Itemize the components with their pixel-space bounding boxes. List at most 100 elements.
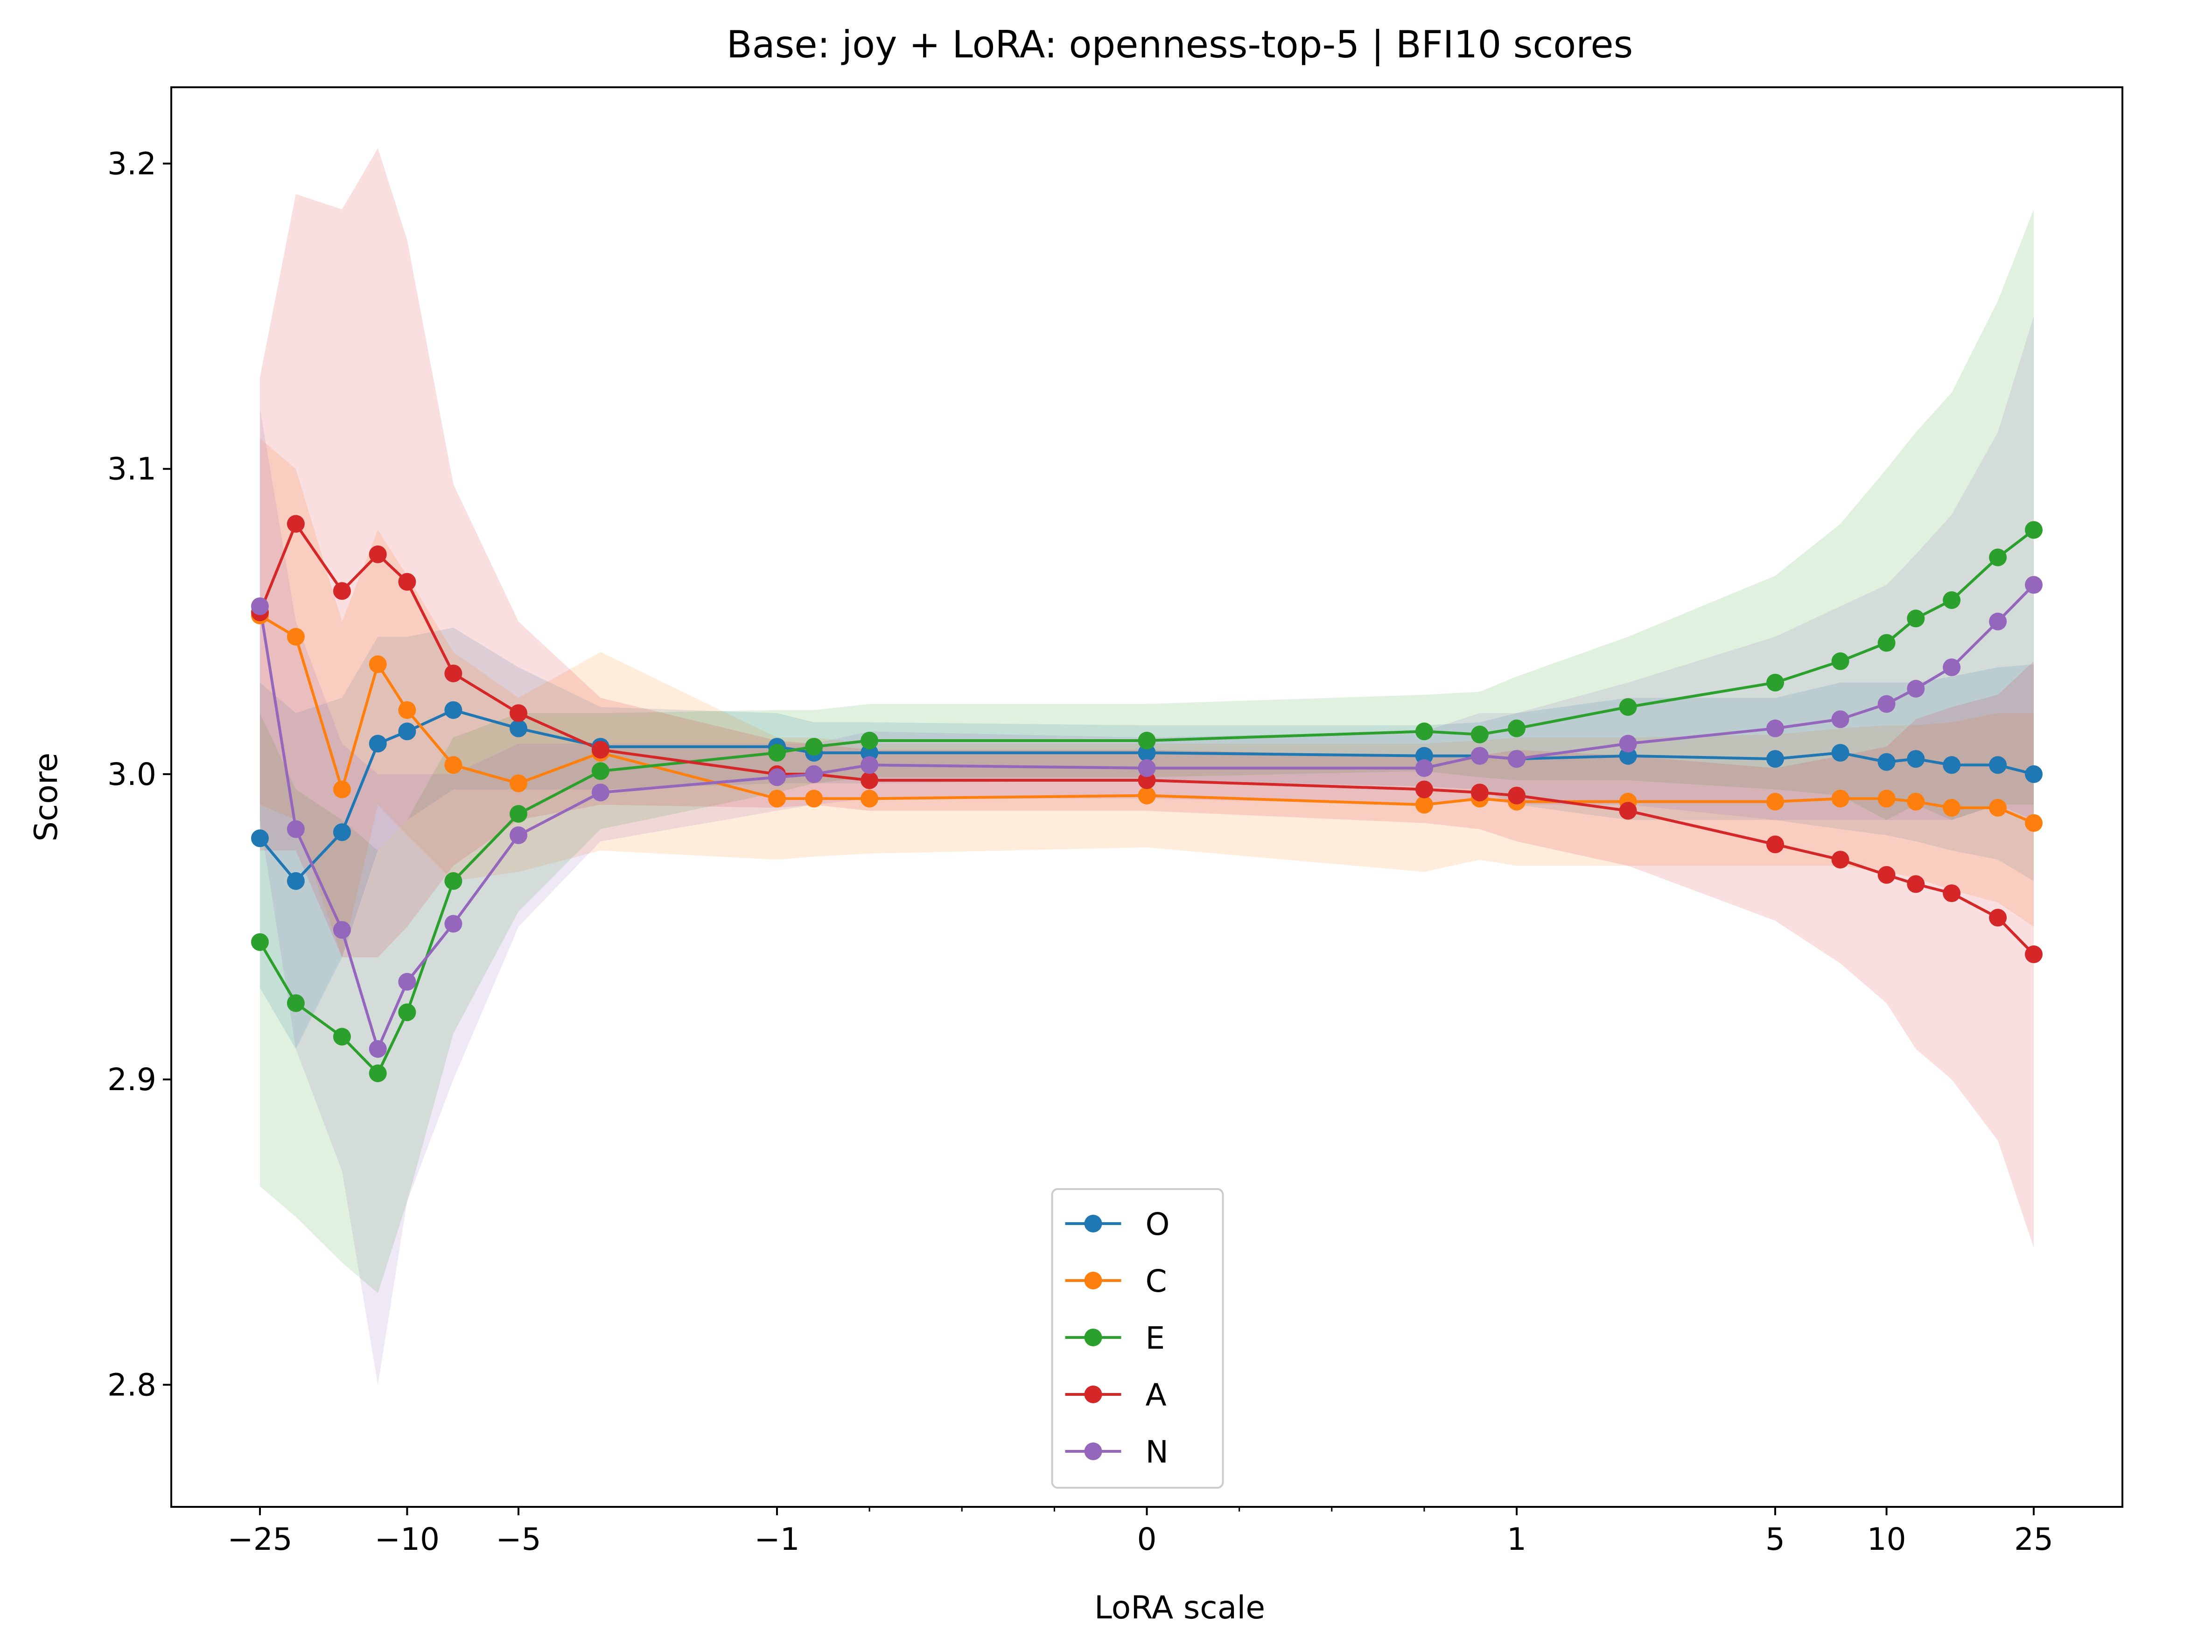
y-tick-label: 3.1 [107,451,156,487]
point-e [805,738,823,756]
point-n [591,784,609,802]
y-tick-label: 3.0 [107,756,156,792]
point-a [2025,945,2043,963]
point-n [1989,612,2007,630]
point-n [1943,658,1961,676]
x-tick-label: 5 [1765,1521,1785,1557]
point-c [398,701,416,719]
x-tick-label: 0 [1137,1521,1157,1557]
point-a [861,771,879,789]
point-n [1766,719,1784,737]
point-n [251,597,269,616]
point-n [1907,679,1925,698]
point-e [1138,732,1156,749]
legend-marker-a [1084,1386,1102,1403]
point-e [510,805,527,823]
point-c [1766,792,1784,811]
point-e [1877,634,1896,652]
point-o [510,719,527,737]
point-n [1470,747,1489,765]
point-o [369,735,387,753]
point-n [1619,735,1637,753]
point-c [768,790,786,808]
point-e [444,872,462,890]
point-a [1508,786,1526,805]
point-e [1619,698,1637,716]
point-c [1907,792,1925,811]
point-n [805,765,823,783]
chart-title: Base: joy + LoRA: openness-top-5 | BFI10… [727,23,1633,67]
point-e [591,762,609,780]
point-e [2025,521,2043,539]
point-e [1470,725,1489,743]
legend-label-a: A [1146,1377,1167,1413]
y-tick-label: 2.9 [107,1062,156,1098]
point-e [1508,719,1526,737]
y-tick-label: 2.8 [107,1367,156,1403]
point-c [1877,790,1896,808]
x-tick-label: −25 [227,1521,292,1557]
point-a [1766,835,1784,854]
point-c [1415,796,1433,814]
point-n [1138,759,1156,777]
point-c [1831,790,1849,808]
point-n [444,915,462,933]
point-o [444,701,462,719]
point-c [333,780,351,798]
point-a [510,704,527,722]
point-n [1877,695,1896,713]
legend-label-c: C [1146,1263,1167,1299]
point-o [251,829,269,847]
y-axis-label: Score [28,753,65,841]
point-o [398,722,416,741]
point-c [1943,798,1961,817]
x-tick-label: −1 [754,1521,799,1557]
point-a [369,545,387,563]
point-a [398,573,416,591]
point-a [333,582,351,600]
point-a [1989,909,2007,927]
point-o [1877,753,1896,771]
legend-label-n: N [1146,1434,1169,1470]
point-e [1943,591,1961,609]
band-o [260,627,2034,1049]
point-e [1415,722,1433,741]
point-a [591,741,609,759]
point-o [1907,750,1925,768]
legend-marker-e [1084,1329,1102,1346]
point-a [1943,884,1961,903]
point-e [398,1003,416,1022]
point-c [510,774,527,792]
point-o [1138,744,1156,762]
point-a [1619,802,1637,820]
point-e [369,1064,387,1082]
point-n [861,756,879,774]
point-a [287,515,305,533]
point-e [1831,652,1849,670]
point-a [1415,780,1433,798]
point-n [2025,576,2043,594]
point-c [369,655,387,673]
legend-label-e: E [1146,1320,1165,1356]
point-a [444,665,462,683]
point-n [287,820,305,838]
point-o [333,823,351,841]
point-n [1831,710,1849,728]
legend-marker-c [1084,1272,1102,1289]
x-tick-label: 10 [1867,1521,1906,1557]
point-e [1766,673,1784,692]
legend-marker-n [1084,1442,1102,1460]
point-n [333,921,351,939]
series-points [251,515,2043,1082]
point-n [1508,750,1526,768]
point-c [861,790,879,808]
point-o [1989,756,2007,774]
point-e [333,1028,351,1046]
point-a [1138,771,1156,789]
point-e [1907,609,1925,628]
point-e [768,744,786,762]
x-tick-label: −10 [375,1521,440,1557]
y-tick-label: 3.2 [107,146,156,182]
